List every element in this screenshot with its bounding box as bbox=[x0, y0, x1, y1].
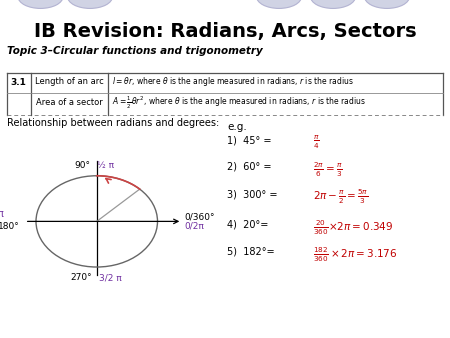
Text: 3/2 π: 3/2 π bbox=[99, 273, 122, 282]
Text: $\frac{182}{360} \times 2\pi = 3.176$: $\frac{182}{360} \times 2\pi = 3.176$ bbox=[313, 245, 397, 264]
Text: IB Revision: Radians, Arcs, Sectors: IB Revision: Radians, Arcs, Sectors bbox=[34, 22, 416, 41]
Text: Length of an arc: Length of an arc bbox=[35, 77, 104, 86]
Text: Area of a sector: Area of a sector bbox=[36, 98, 103, 107]
Text: $A = \frac{1}{2}\theta r^2$, where $\theta$ is the angle measured in radians, $r: $A = \frac{1}{2}\theta r^2$, where $\the… bbox=[112, 95, 366, 111]
Text: $\frac{2\pi}{6} = \frac{\pi}{3}$: $\frac{2\pi}{6} = \frac{\pi}{3}$ bbox=[313, 160, 342, 179]
Ellipse shape bbox=[18, 0, 63, 8]
Text: ½ π: ½ π bbox=[97, 161, 114, 170]
Text: $2\pi - \frac{\pi}{2} = \frac{5\pi}{3}$: $2\pi - \frac{\pi}{2} = \frac{5\pi}{3}$ bbox=[313, 188, 368, 207]
Text: 2)  60° =: 2) 60° = bbox=[227, 162, 272, 172]
Text: 3)  300° =: 3) 300° = bbox=[227, 190, 278, 200]
Ellipse shape bbox=[310, 0, 356, 8]
Text: 0/2π: 0/2π bbox=[184, 222, 204, 231]
Text: 5)  182°=: 5) 182°= bbox=[227, 247, 275, 257]
Text: 270°: 270° bbox=[71, 273, 92, 282]
Ellipse shape bbox=[256, 0, 302, 8]
Text: Topic 3–Circular functions and trigonometry: Topic 3–Circular functions and trigonome… bbox=[7, 46, 262, 56]
Text: 180°: 180° bbox=[0, 222, 19, 231]
Ellipse shape bbox=[364, 0, 410, 8]
Text: $\frac{20}{360}{\times}2\pi = 0.349$: $\frac{20}{360}{\times}2\pi = 0.349$ bbox=[313, 218, 393, 237]
Text: 4)  20°=: 4) 20°= bbox=[227, 220, 269, 230]
Text: $l = \theta r$, where $\theta$ is the angle measured in radians, $r$ is the radi: $l = \theta r$, where $\theta$ is the an… bbox=[112, 75, 354, 88]
Text: 1)  45° =: 1) 45° = bbox=[227, 135, 272, 145]
Text: Relationship between radians and degrees:: Relationship between radians and degrees… bbox=[7, 118, 219, 128]
Text: 3.1: 3.1 bbox=[11, 78, 27, 87]
Text: 0/360°: 0/360° bbox=[184, 213, 215, 222]
Text: $\frac{\pi}{4}$: $\frac{\pi}{4}$ bbox=[313, 134, 320, 150]
Text: 90°: 90° bbox=[74, 161, 90, 170]
Text: e.g.: e.g. bbox=[227, 122, 247, 132]
Ellipse shape bbox=[68, 0, 112, 8]
Text: π: π bbox=[0, 209, 4, 219]
